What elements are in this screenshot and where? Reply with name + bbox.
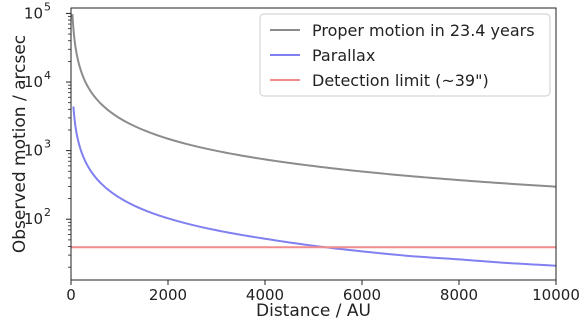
x-tick-label: 0 (66, 286, 76, 304)
y-tick-label: 10 (24, 73, 43, 91)
x-axis: 0 2000 4000 6000 8000 10000 (66, 280, 580, 304)
y-tick-exponent: 4 (44, 69, 51, 82)
x-tick-label: 2000 (149, 286, 187, 304)
y-tick-label: 10 (24, 4, 43, 22)
x-axis-label: Distance / AU (256, 301, 371, 320)
plot-frame (70, 7, 557, 281)
x-tick-label: 6000 (343, 286, 381, 304)
legend-entry: Parallax (312, 46, 375, 65)
legend-entry: Proper motion in 23.4 years (312, 21, 535, 40)
y-tick-exponent: 2 (44, 206, 51, 219)
legend-box (259, 13, 551, 97)
y-tick-exponent: 3 (44, 138, 51, 151)
y-tick-exponent: 5 (44, 0, 51, 13)
x-tick-label: 8000 (440, 286, 478, 304)
series-layer (71, 13, 556, 267)
y-axis-label: Observed motion / arcsec (10, 35, 30, 253)
x-tick-label: 10000 (532, 286, 580, 304)
legend: Proper motion in 23.4 years Parallax Detec… (259, 13, 551, 97)
y-tick-label: 10 (24, 210, 43, 228)
series-line-1 (72, 106, 556, 267)
y-tick-label: 10 (24, 142, 43, 160)
series-line-0 (71, 13, 556, 188)
legend-entry: Detection limit (~39") (312, 71, 489, 90)
x-tick-label: 4000 (246, 286, 284, 304)
